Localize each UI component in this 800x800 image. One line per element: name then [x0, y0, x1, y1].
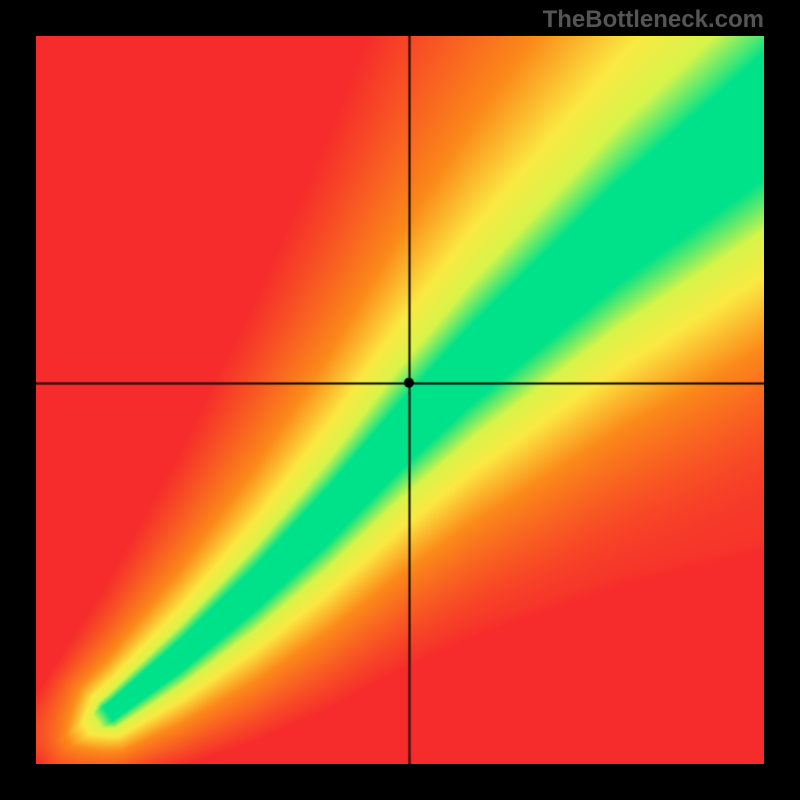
bottleneck-heatmap	[36, 36, 764, 764]
watermark-text: TheBottleneck.com	[543, 6, 764, 34]
chart-container: TheBottleneck.com	[0, 0, 800, 800]
